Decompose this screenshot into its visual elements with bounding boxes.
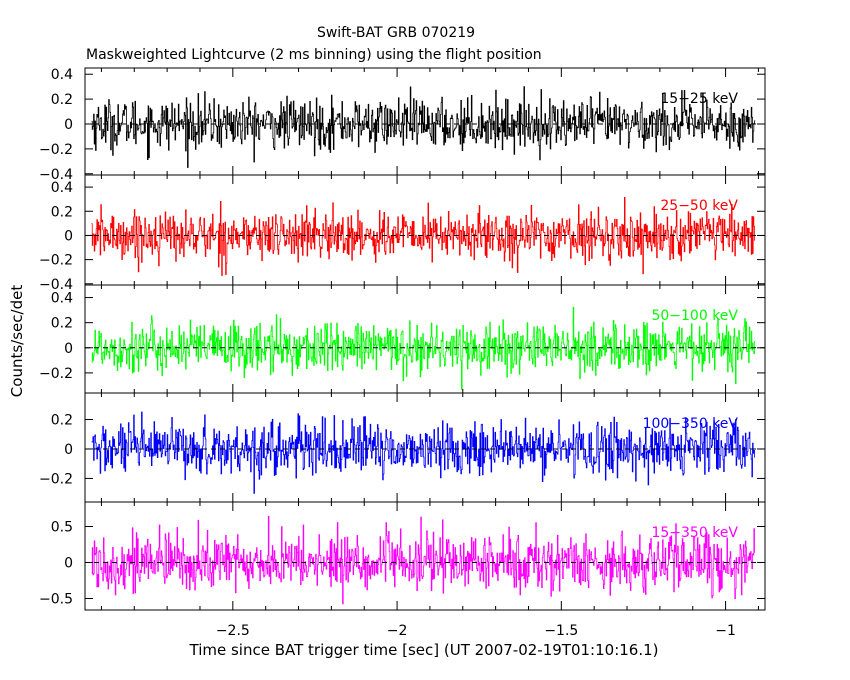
y-tick-label: 0.2 — [51, 92, 73, 108]
y-tick-label: 0.4 — [51, 67, 73, 83]
chart-title: Swift-BAT GRB 070219 — [317, 25, 475, 41]
y-tick-label: 0.2 — [51, 204, 73, 220]
series-line-3 — [91, 306, 756, 390]
y-tick-label: 0 — [64, 442, 73, 458]
y-tick-label: 0.4 — [51, 180, 73, 196]
panel-5: −0.5 0 0.5 15−350 keV — [39, 501, 766, 611]
chart-subtitle: Maskweighted Lightcurve (2 ms binning) u… — [86, 47, 542, 63]
band-label: 50−100 keV — [651, 308, 738, 324]
series-line-4 — [91, 411, 756, 494]
series-line-1 — [91, 86, 756, 168]
panel-4: −0.2 0 0.2 100−350 keV — [39, 392, 766, 503]
y-tick-label: 0.2 — [51, 316, 73, 332]
band-label: 15−25 keV — [660, 91, 738, 107]
y-tick-label: 0 — [64, 555, 73, 571]
y-tick-label: 0.5 — [51, 519, 73, 535]
x-tick-label: −1 — [715, 623, 736, 639]
x-tick-label: −1.5 — [544, 623, 578, 639]
series-line-2 — [91, 197, 756, 276]
band-label: 25−50 keV — [660, 198, 738, 214]
band-label: 15−350 keV — [651, 525, 738, 541]
y-tick-label: 0 — [64, 117, 73, 133]
panel-1: −0.4 −0.2 0 0.2 0.4 15−25 keV — [39, 67, 766, 183]
y-tick-label: 0 — [64, 228, 73, 244]
panel-2: −0.4 −0.2 0 0.2 0.4 25−50 keV — [39, 174, 766, 293]
band-label: 100−350 keV — [643, 416, 739, 432]
y-axis-label: Counts/sec/det — [8, 285, 26, 398]
y-tick-label: −0.4 — [39, 277, 73, 293]
y-tick-label: −0.2 — [39, 366, 73, 382]
y-tick-label: 0 — [64, 341, 73, 357]
panel-3: −0.2 0 0.2 0.4 50−100 keV — [39, 284, 766, 394]
y-tick-label: −0.2 — [39, 471, 73, 487]
x-tick-label: −2.5 — [216, 623, 250, 639]
y-tick-label: 0.4 — [51, 291, 73, 307]
x-tick-label: −2 — [387, 623, 408, 639]
y-tick-label: −0.2 — [39, 142, 73, 158]
panel-frame — [84, 501, 766, 611]
panels: −0.4 −0.2 0 0.2 0.4 15−25 keV −0.4 −0.2 0 0.2 0.4 2… — [39, 67, 766, 639]
x-axis-label: Time since BAT trigger time [sec] (UT 20… — [189, 641, 659, 659]
y-tick-label: −0.2 — [39, 253, 73, 269]
y-tick-label: −0.5 — [39, 591, 73, 607]
series-line-5 — [91, 515, 756, 605]
y-tick-label: 0.2 — [51, 413, 73, 429]
y-tick-label: −0.4 — [39, 167, 73, 183]
